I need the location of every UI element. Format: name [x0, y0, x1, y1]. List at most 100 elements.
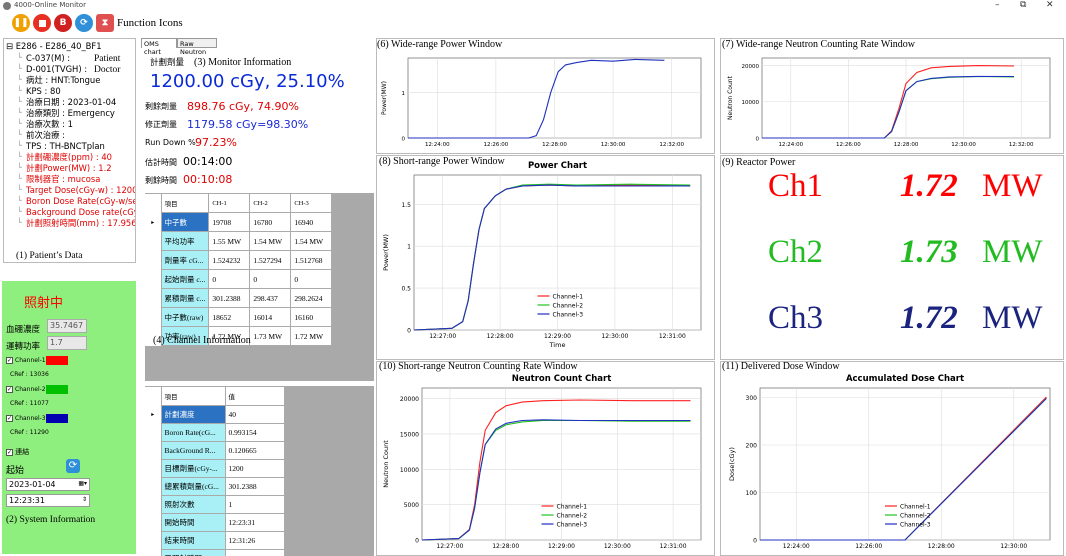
- table-cell: 301.2388: [224, 477, 285, 496]
- column-header: 值: [224, 386, 285, 406]
- tree-item[interactable]: 治療日期 : 2023-01-04: [26, 97, 117, 107]
- close-button[interactable]: ✕: [1046, 0, 1054, 10]
- series-line-3: [413, 184, 691, 331]
- channel-table[interactable]: 項目 CH-1 CH-2 CH-3 ▸ 中子數 19708 16780 16940 平均功率 1.5…: [145, 193, 333, 346]
- sync-icon[interactable]: ⟳: [66, 459, 80, 473]
- boron-icon[interactable]: B: [54, 14, 72, 32]
- time-picker[interactable]: 12:23:31 ⇕: [6, 494, 90, 507]
- table-cell: 0: [290, 269, 333, 289]
- table-row[interactable]: ▸ 計劃濃度 40: [145, 405, 285, 424]
- title-bar: 4000-Online Monitor – ⧉ ✕: [0, 0, 1066, 12]
- tree-item[interactable]: C-037(M) :: [26, 53, 71, 63]
- dropdown-icon[interactable]: ▦▾: [78, 480, 87, 487]
- table-cell: 1.55 MW: [208, 231, 251, 251]
- dose-table[interactable]: 項目值 ▸ 計劃濃度 40 Boron Rate(cG... 0.993154 BackGr…: [145, 386, 285, 556]
- table-row[interactable]: 總累積劑量(cG... 301.2388: [145, 477, 285, 496]
- table-row[interactable]: 中子數(raw) 18652 16014 16160: [145, 307, 333, 327]
- tree-item[interactable]: 計劃硼濃度(ppm) : 40: [26, 152, 113, 162]
- table-row[interactable]: 累積劑量 c... 301.2388 298.437 298.2624: [145, 288, 333, 308]
- checkbox-icon[interactable]: ✓: [6, 357, 13, 364]
- checkbox-icon[interactable]: ✓: [6, 415, 13, 422]
- table-row[interactable]: 平均功率 1.55 MW 1.54 MW 1.54 MW: [145, 231, 333, 251]
- tree-item[interactable]: 前次治療 :: [26, 130, 65, 140]
- reactor-channel-label: Ch3: [768, 300, 824, 336]
- table-cell: 12:23:31: [224, 513, 285, 532]
- y-tick-label: 0: [407, 328, 411, 335]
- x-tick-label: 12:26:00: [855, 543, 882, 550]
- tree-item[interactable]: 治療類別 : Emergency: [26, 108, 115, 118]
- stop-icon[interactable]: [33, 14, 51, 32]
- tree-connector-icon: └: [17, 152, 22, 161]
- tree-connector-icon: └: [17, 64, 22, 73]
- tree-item[interactable]: 治療次數 : 1: [26, 119, 73, 129]
- tree-item[interactable]: Target Dose(cGy-w) : 1200: [26, 185, 136, 195]
- row-marker-cell: [145, 386, 161, 406]
- x-tick-label: 12:31:00: [659, 333, 686, 340]
- tree-item[interactable]: 病灶 : HNT:Tongue: [26, 75, 101, 85]
- tree-item[interactable]: 計劃Power(MW) : 1.2: [26, 163, 112, 173]
- spin-icon[interactable]: ⇕: [81, 496, 87, 503]
- table-cell: 1.524232: [208, 250, 251, 270]
- x-tick-label: 12:28:00: [894, 142, 919, 148]
- channel-toggle-2[interactable]: ✓ Channel-2 CRef : 11077: [6, 385, 96, 412]
- channel-toggle-3[interactable]: ✓ Channel-3 CRef : 11290: [6, 414, 96, 441]
- y-tick-label: 300: [746, 395, 758, 402]
- table-row[interactable]: ▸ 中子數 19708 16780 16940: [145, 212, 333, 232]
- column-header: 項目: [160, 193, 210, 213]
- chart-title: Neutron Count Chart: [512, 374, 612, 384]
- link-checkbox[interactable]: ✓ 連結: [6, 448, 30, 456]
- table-row[interactable]: Boron Rate(cG... 0.993154: [145, 423, 285, 442]
- table-row[interactable]: BackGround R... 0.120665: [145, 441, 285, 460]
- y-tick-label: 200: [746, 443, 758, 450]
- table-row[interactable]: 照射次數 1: [145, 495, 285, 514]
- table-row[interactable]: 劑量率 cG... 1.524232 1.527294 1.512768: [145, 250, 333, 270]
- channel-toggle-1[interactable]: ✓ Channel-1 CRef : 13036: [6, 356, 96, 383]
- short-power-chart: Power Chart 0 0.5 1 1.5 12:27:00 12:28:00 12:29…: [382, 161, 702, 349]
- x-tick-label: 12:27:00: [436, 543, 463, 550]
- tree-item[interactable]: 計劃照射時間(mm) : 17.956: [26, 218, 136, 228]
- checkbox-icon[interactable]: ✓: [6, 386, 13, 393]
- x-tick-label: 12:30:00: [601, 333, 628, 340]
- y-tick-label: 20000: [742, 64, 760, 70]
- date-picker[interactable]: 2023-01-04 ▦▾: [6, 478, 90, 491]
- remain-dose-value: 898.76 cGy, 74.90%: [187, 100, 300, 113]
- row-marker-cell: [145, 531, 161, 550]
- channel-caption: (4) Channel Information: [153, 335, 251, 346]
- table-row[interactable]: 起始劑量 c... 0 0 0: [145, 269, 333, 289]
- table-cell: 19708: [208, 212, 251, 232]
- tab-oms-chart[interactable]: OMS chart: [141, 38, 177, 56]
- pause-icon[interactable]: ❚❚: [12, 14, 30, 32]
- row-marker-cell: [145, 326, 161, 346]
- dose-chart: Accumulated Dose Chart 0 100 200 300 12:24:00…: [728, 374, 1051, 550]
- tab-raw-neutron[interactable]: Raw Neutron: [177, 38, 217, 56]
- table-row[interactable]: 結束時間 12:31:26: [145, 531, 285, 550]
- tree-item[interactable]: Boron Dose Rate(cGy-w/se: [26, 196, 136, 206]
- tree-item[interactable]: TPS : TH-BNCTplan: [26, 141, 105, 151]
- timer-icon[interactable]: ⧗: [96, 14, 114, 32]
- power-label: 運轉功率: [6, 342, 41, 352]
- collapse-icon[interactable]: ⊟: [6, 41, 14, 51]
- power-field[interactable]: 1.7: [47, 336, 87, 350]
- tree-item[interactable]: D-001(TVGH) :: [26, 64, 88, 74]
- tree-item[interactable]: 限制器官 : mucosa: [26, 174, 101, 184]
- y-tick-label: 100: [746, 490, 758, 497]
- legend-label: Channel-3: [557, 522, 588, 529]
- wide-power-caption: (6) Wide-range Power Window: [377, 39, 503, 50]
- table-row[interactable]: 目標劑量(cGy-... 1200: [145, 459, 285, 478]
- table-row[interactable]: 開始時間 12:23:31: [145, 513, 285, 532]
- series-line-1: [408, 58, 665, 139]
- table-cell: 目標劑量(cGy-...: [160, 459, 226, 478]
- patient-tree[interactable]: ⊟ E286 - E286_40_BF1 C-037(M) : └ D-001(TV…: [3, 38, 136, 263]
- channel-cref: CRef : 13036: [10, 371, 49, 378]
- tree-item[interactable]: KPS : 80: [26, 86, 61, 96]
- minimize-button[interactable]: –: [995, 0, 1000, 10]
- table-row[interactable]: 已照射時間00:07:54: [145, 549, 285, 556]
- tree-root[interactable]: ⊟ E286 - E286_40_BF1: [6, 41, 102, 51]
- tree-item[interactable]: Background Dose rate(cGy: [26, 207, 136, 217]
- boron-field[interactable]: 35.7467: [47, 319, 87, 333]
- table-row[interactable]: 功率(raw) 1.72 MW 1.73 MW 1.72 MW: [145, 326, 333, 346]
- row-pointer-icon: ▸: [145, 212, 161, 232]
- table-cell: 0.993154: [224, 423, 285, 442]
- restore-button[interactable]: ⧉: [1020, 0, 1027, 10]
- refresh-icon[interactable]: ⟳: [75, 14, 93, 32]
